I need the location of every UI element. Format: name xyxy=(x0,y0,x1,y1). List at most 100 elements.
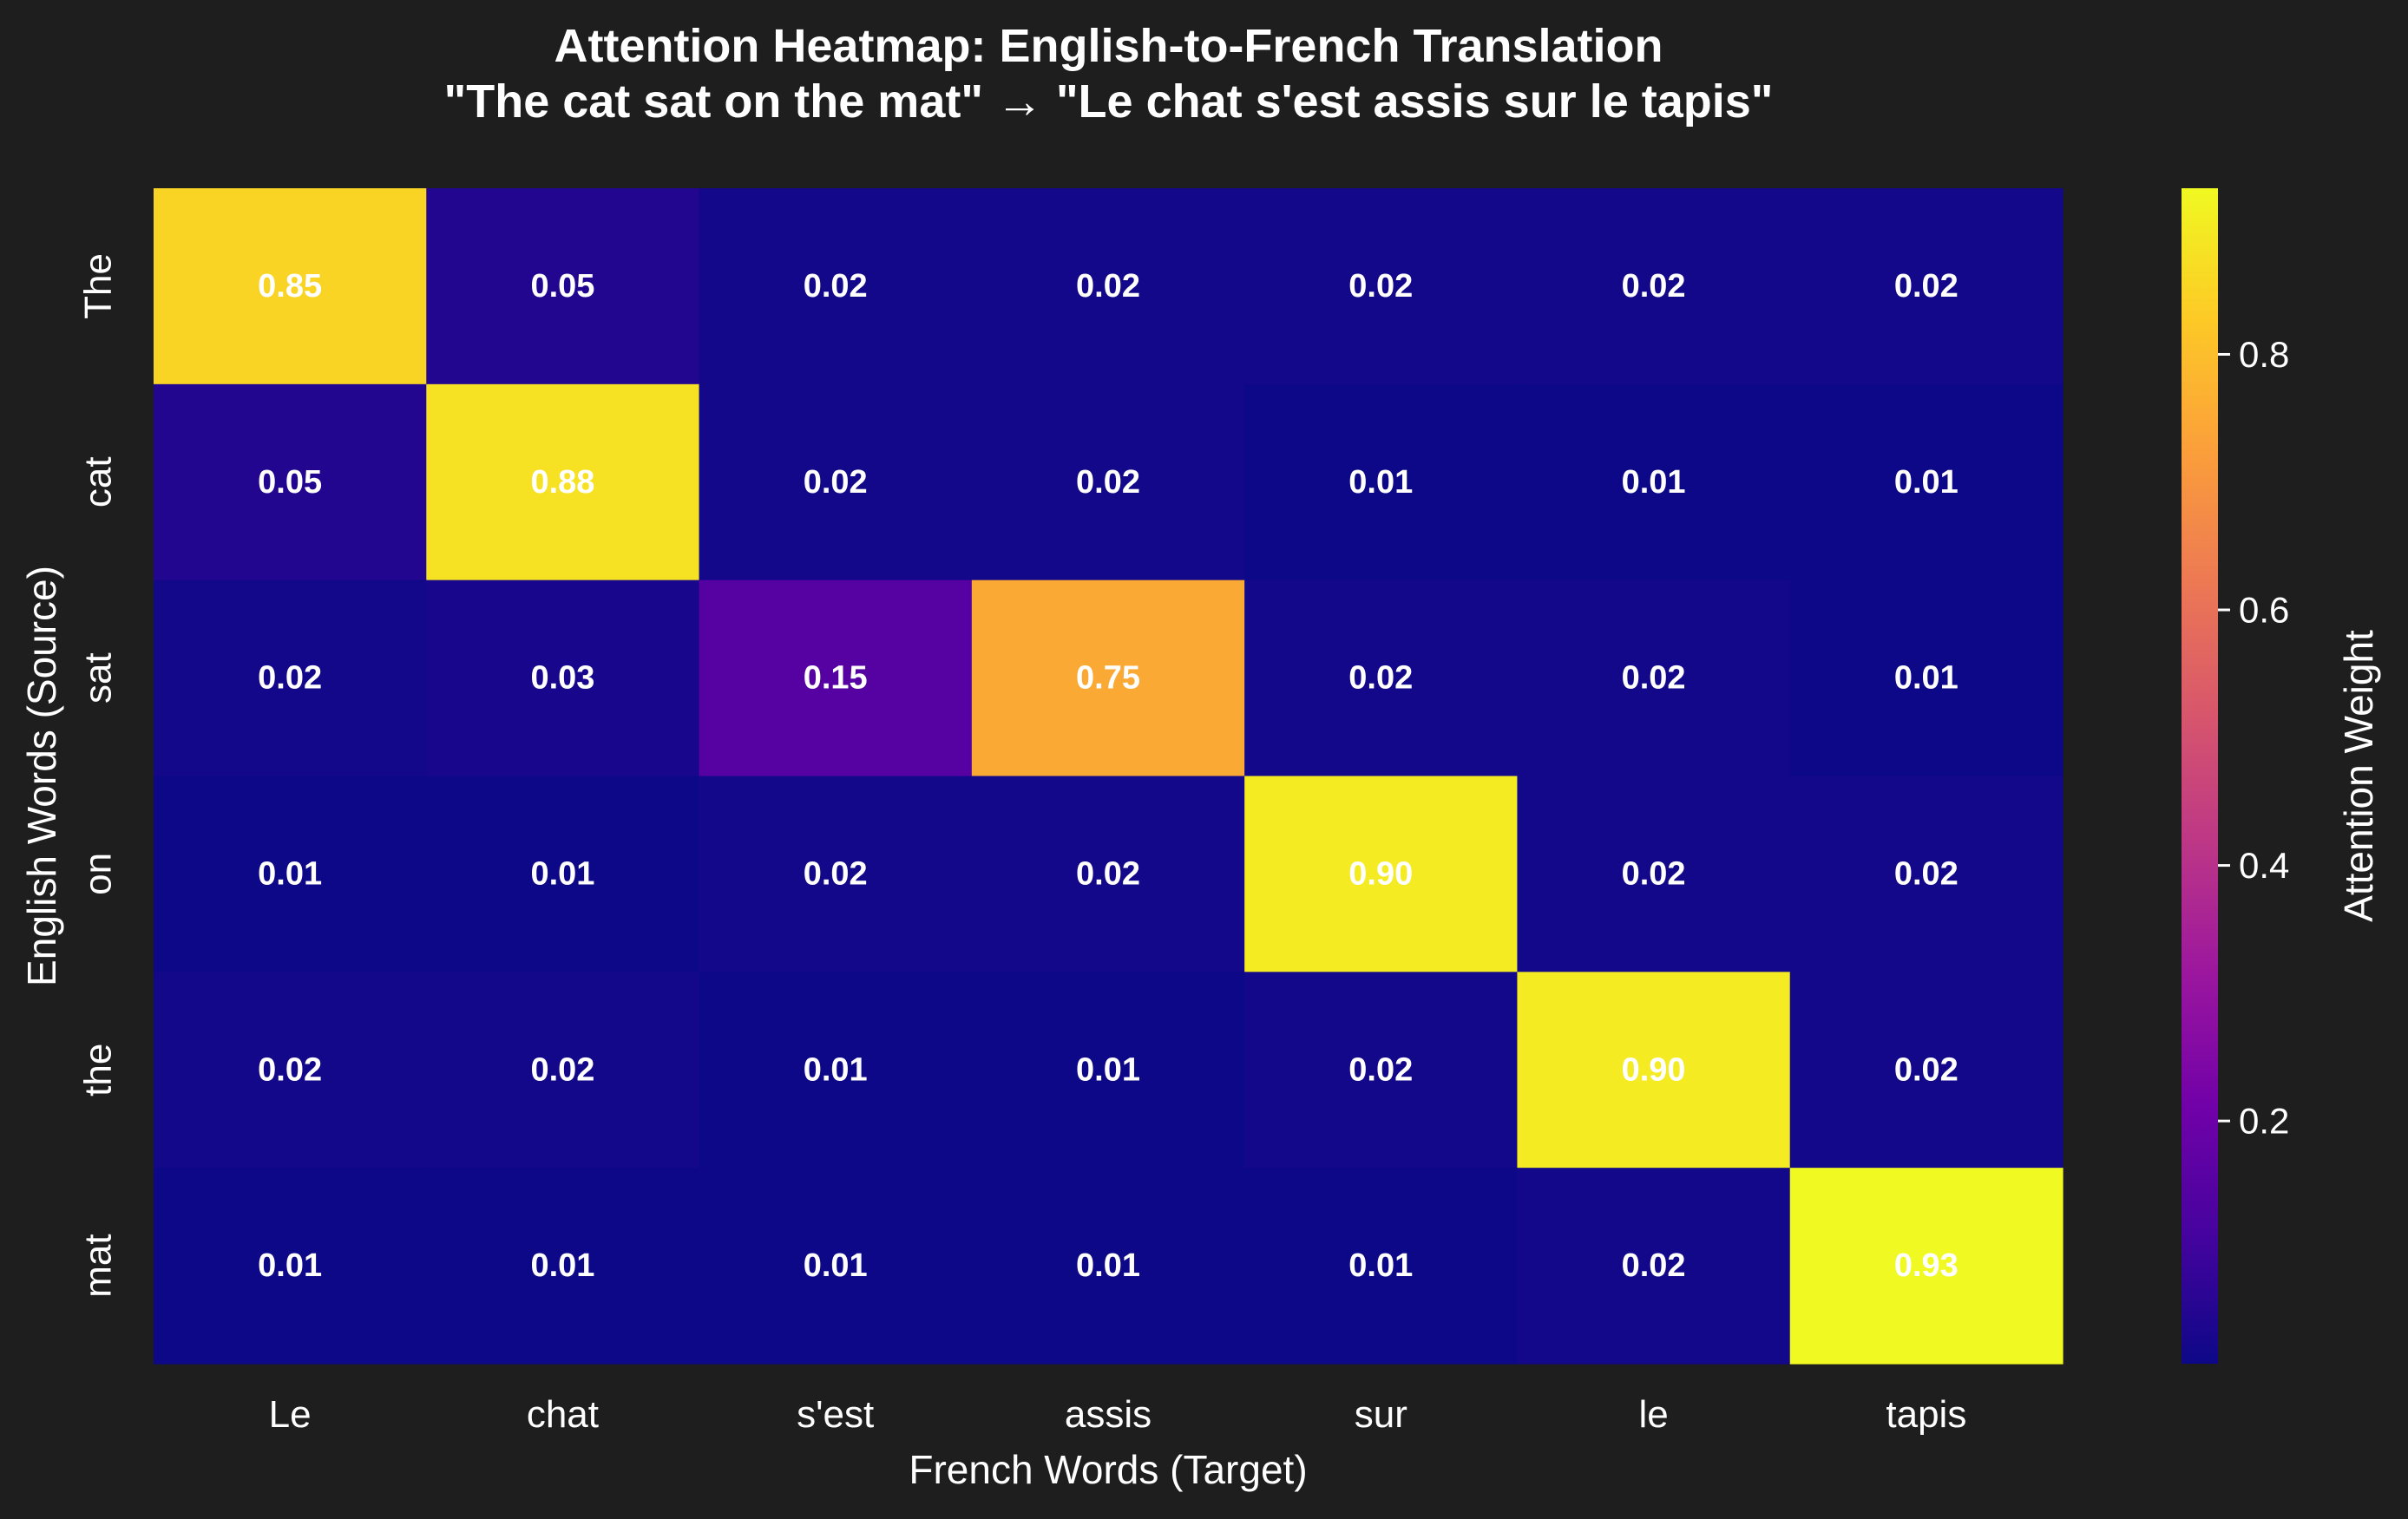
cell-value-label: 0.02 xyxy=(1894,1051,1959,1088)
heatmap-cell xyxy=(971,579,1245,777)
cell-value-label: 0.02 xyxy=(1622,660,1686,697)
cell-value-label: 0.02 xyxy=(1076,268,1140,304)
heatmap-cell xyxy=(426,188,700,385)
heatmap-cell xyxy=(154,383,427,581)
cell-value-label: 0.02 xyxy=(804,855,868,892)
cell-value-label: 0.02 xyxy=(1622,268,1686,304)
heatmap-cell xyxy=(1517,579,1791,777)
chart-subtitle: "The cat sat on the mat" → "Le chat s'es… xyxy=(443,75,1774,128)
heatmap-cell xyxy=(1517,383,1791,581)
cell-value-label: 0.02 xyxy=(1348,1051,1413,1088)
colorbar-tick-label: 0.8 xyxy=(2239,334,2289,375)
heatmap-cell xyxy=(1789,383,2064,581)
heatmap-cell xyxy=(1244,1168,1519,1365)
cell-value-label: 0.01 xyxy=(1622,464,1686,501)
cell-value-label: 0.02 xyxy=(1622,855,1686,892)
heatmap-cell xyxy=(1244,188,1519,385)
heatmap-cell xyxy=(426,972,700,1169)
heatmap-cell xyxy=(1789,776,2064,972)
cell-value-label: 0.85 xyxy=(258,268,322,304)
heatmap-cell xyxy=(699,188,973,385)
cell-value-label: 0.15 xyxy=(804,660,868,697)
heatmap-cell xyxy=(154,776,427,972)
cell-value-label: 0.90 xyxy=(1348,855,1413,892)
heatmap-cells xyxy=(154,188,2064,1365)
x-tick-label: chat xyxy=(527,1393,599,1436)
x-axis-label: French Words (Target) xyxy=(909,1447,1307,1492)
cell-value-label: 0.02 xyxy=(258,1051,322,1088)
x-tick-label: tapis xyxy=(1886,1393,1966,1436)
colorbar-tick-label: 0.4 xyxy=(2239,845,2289,886)
heatmap-cell xyxy=(154,972,427,1169)
cell-value-label: 0.05 xyxy=(258,464,322,501)
colorbar-label: Attention Weight xyxy=(2336,630,2381,922)
heatmap-cell xyxy=(1244,383,1519,581)
heatmap-cell xyxy=(1789,188,2064,385)
colorbar-tick-label: 0.2 xyxy=(2239,1101,2289,1142)
heatmap-cell xyxy=(699,579,973,777)
y-tick-label: the xyxy=(77,1044,120,1097)
x-tick-label: sur xyxy=(1355,1393,1407,1436)
y-axis-label: English Words (Source) xyxy=(19,566,64,986)
cell-value-label: 0.02 xyxy=(1076,464,1140,501)
heatmap-cell xyxy=(154,1168,427,1365)
cell-value-label: 0.01 xyxy=(530,855,594,892)
colorbar xyxy=(2182,188,2218,1364)
colorbar-ticks: 0.2 0.4 0.6 0.8 xyxy=(2218,334,2289,1142)
y-tick-label: mat xyxy=(77,1234,120,1297)
heatmap-cell xyxy=(1517,972,1791,1169)
cell-value-label: 0.88 xyxy=(530,464,594,501)
cell-value-label: 0.03 xyxy=(530,660,594,697)
heatmap-cell xyxy=(154,188,427,385)
heatmap-cell xyxy=(1517,1168,1791,1365)
y-tick-label: sat xyxy=(77,652,120,704)
cell-value-label: 0.02 xyxy=(804,268,868,304)
cell-value-label: 0.01 xyxy=(804,1247,868,1284)
cell-value-label: 0.01 xyxy=(1894,660,1959,697)
cell-value-label: 0.02 xyxy=(1076,855,1140,892)
cell-value-label: 0.02 xyxy=(804,464,868,501)
cell-value-label: 0.01 xyxy=(530,1247,594,1284)
heatmap-cell xyxy=(1789,1168,2064,1365)
heatmap-cell xyxy=(971,972,1245,1169)
cell-value-label: 0.02 xyxy=(1348,660,1413,697)
heatmap-cell xyxy=(1789,579,2064,777)
cell-value-label: 0.02 xyxy=(1622,1247,1686,1284)
heatmap-cell xyxy=(1244,579,1519,777)
cell-value-label: 0.02 xyxy=(1894,855,1959,892)
heatmap-cell xyxy=(1244,972,1519,1169)
heatmap-cell xyxy=(1517,188,1791,385)
cell-value-label: 0.01 xyxy=(1076,1247,1140,1284)
cell-value-label: 0.02 xyxy=(530,1051,594,1088)
cell-value-label: 0.02 xyxy=(1894,268,1959,304)
cell-value-label: 0.01 xyxy=(804,1051,868,1088)
chart-title: Attention Heatmap: English-to-French Tra… xyxy=(554,20,1663,72)
cell-value-label: 0.01 xyxy=(258,855,322,892)
y-axis-ticks: The cat sat on the mat xyxy=(77,253,120,1298)
cell-value-label: 0.01 xyxy=(258,1247,322,1284)
x-axis-ticks: Le chat s'est assis sur le tapis xyxy=(269,1393,1967,1436)
heatmap-cell xyxy=(154,579,427,777)
heatmap-cell xyxy=(1789,972,2064,1169)
x-tick-label: le xyxy=(1638,1393,1668,1436)
heatmap-cell xyxy=(971,188,1245,385)
cell-value-label: 0.93 xyxy=(1894,1247,1959,1284)
heatmap-cell xyxy=(426,776,700,972)
x-tick-label: assis xyxy=(1065,1393,1152,1436)
cell-value-label: 0.02 xyxy=(1348,268,1413,304)
cell-value-label: 0.01 xyxy=(1348,464,1413,501)
cell-value-label: 0.05 xyxy=(530,268,594,304)
heatmap-cell xyxy=(426,1168,700,1365)
heatmap-cell xyxy=(971,776,1245,972)
colorbar-tick-label: 0.6 xyxy=(2239,590,2289,631)
heatmap-cell xyxy=(971,1168,1245,1365)
cell-value-label: 0.75 xyxy=(1076,660,1140,697)
cell-value-label: 0.90 xyxy=(1622,1051,1686,1088)
x-tick-label: Le xyxy=(269,1393,312,1436)
heatmap-cell xyxy=(1517,776,1791,972)
heatmap-cell xyxy=(971,383,1245,581)
y-tick-label: on xyxy=(77,853,120,895)
y-tick-label: cat xyxy=(77,456,120,507)
